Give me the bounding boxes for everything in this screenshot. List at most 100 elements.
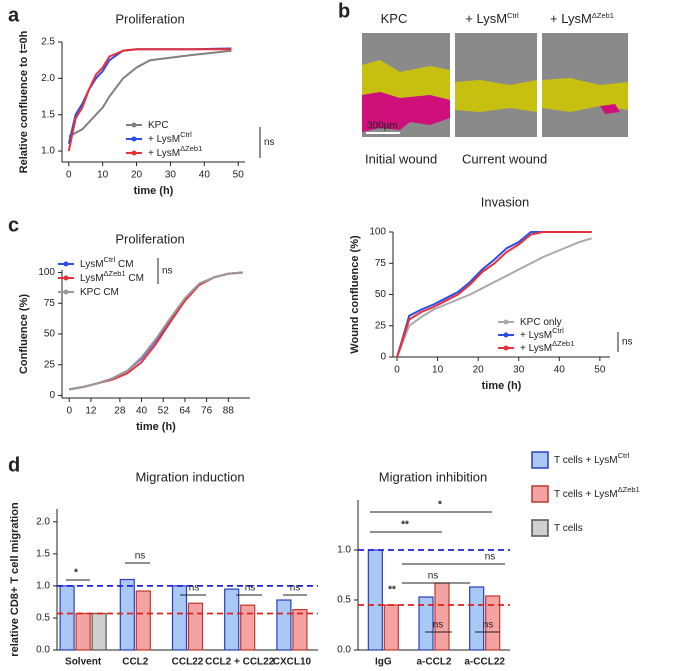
legend-swatch: [531, 485, 549, 503]
text-part: + LysM: [520, 343, 552, 354]
legend-swatch: [131, 122, 137, 128]
y-axis-label: Confluence (%): [18, 294, 30, 374]
column-label: + LysMΔZeb1: [550, 11, 614, 26]
annotation: ns: [162, 266, 173, 277]
text-part: + LysM: [550, 11, 592, 26]
legend-label: T cells + LysMCtrl: [554, 451, 630, 466]
text-part: KPC: [381, 11, 408, 26]
series-line: [396, 237, 592, 358]
column-label: + LysMCtrl: [465, 11, 519, 26]
y-tick-label: 2.5: [41, 37, 55, 48]
y-tick-label: 0: [49, 390, 55, 401]
current-wound: [600, 104, 620, 114]
text-part: ΔZeb1: [180, 144, 202, 153]
initial-wound: [455, 80, 537, 112]
text-part: T cells + LysM: [554, 455, 618, 466]
legend-swatch: [531, 519, 549, 537]
x-axis-label: time (h): [482, 380, 522, 392]
series-line: [68, 49, 232, 138]
panel-label: c: [8, 214, 19, 236]
legend-swatch: [63, 261, 69, 267]
text-part: + LysM: [465, 11, 507, 26]
y-axis-label: relative CD8+ T cell migration: [9, 502, 21, 657]
initial-wound: [362, 60, 450, 100]
bar: [75, 612, 91, 651]
x-axis-label: time (h): [136, 421, 176, 433]
text-part: Ctrl: [552, 326, 564, 335]
x-tick-label: 0: [66, 406, 72, 417]
current-wound: [362, 92, 450, 132]
text-part: CM: [126, 273, 144, 284]
x-tick-label: 10: [432, 365, 444, 376]
legend-swatch: [531, 451, 549, 469]
x-tick-label: 76: [201, 406, 213, 417]
x-tick-label: 20: [131, 170, 143, 181]
text-part: KPC: [148, 120, 169, 131]
text-part: LysM: [80, 259, 104, 270]
panel-label: d: [8, 454, 20, 476]
text-part: KPC CM: [80, 287, 119, 298]
legend-label: + LysMCtrl: [520, 326, 564, 341]
column-label: KPC: [381, 11, 408, 26]
x-tick-label: CXCL10: [273, 657, 312, 668]
legend-label: LysMCtrl CM: [80, 255, 134, 270]
annotation: *: [74, 568, 78, 579]
y-tick-label: 75: [44, 298, 56, 309]
y-tick-label: 1.0: [36, 581, 50, 592]
annotation: ns: [428, 571, 439, 582]
annotation: ns: [622, 337, 633, 348]
text-part: CM: [115, 259, 133, 270]
y-tick-label: 1.0: [337, 545, 351, 556]
legend-label: + LysMΔZeb1: [148, 144, 202, 159]
panel-label: a: [8, 4, 20, 26]
bar: [135, 590, 151, 651]
x-tick-label: 12: [85, 406, 97, 417]
text-part: T cells: [554, 523, 583, 534]
chart-title: Migration induction: [135, 469, 244, 484]
series-line: [396, 231, 592, 358]
bar: [367, 549, 383, 651]
legend-swatch: [503, 319, 509, 325]
y-tick-label: 1.0: [41, 146, 55, 157]
text-part: + LysM: [148, 134, 180, 145]
annotation: ns: [485, 552, 496, 563]
bar: [187, 602, 204, 651]
x-tick-label: 52: [158, 406, 170, 417]
x-tick-label: a-CCL2: [416, 657, 451, 668]
chart-title: Proliferation: [115, 231, 184, 246]
text-part: Ctrl: [618, 451, 630, 460]
legend-label: KPC only: [520, 317, 562, 328]
legend-label: KPC CM: [80, 287, 119, 298]
y-tick-label: 0.0: [337, 645, 351, 656]
legend-label: KPC: [148, 120, 169, 131]
y-tick-label: 50: [44, 329, 56, 340]
legend-label: LysMΔZeb1 CM: [80, 269, 144, 284]
y-axis-label: Relative confluence to t=0h: [18, 30, 30, 173]
y-tick-label: 75: [375, 258, 387, 269]
series-line: [69, 271, 243, 391]
annotation: *: [438, 500, 442, 511]
x-tick-label: a-CCL22: [464, 657, 505, 668]
image-legend: Current wound: [462, 151, 547, 166]
x-axis-label: time (h): [134, 185, 174, 197]
y-tick-label: 2.0: [36, 516, 50, 527]
x-tick-label: IgG: [375, 657, 392, 668]
scale-bar-label: 300µm: [367, 121, 398, 132]
legend-swatch: [63, 275, 69, 281]
y-tick-label: 0.0: [36, 645, 50, 656]
y-tick-label: 100: [369, 227, 386, 238]
x-tick-label: CCL2 + CCL22: [205, 657, 275, 668]
microscopy-images: [362, 33, 628, 137]
legend-swatch: [131, 136, 137, 142]
y-tick-label: 1.5: [36, 549, 50, 560]
chart-title: Invasion: [481, 194, 529, 209]
legend-label: T cells: [554, 523, 583, 534]
x-tick-label: 40: [554, 365, 566, 376]
legend-swatch: [503, 345, 509, 351]
bar: [224, 588, 240, 651]
annotation: ns: [189, 583, 200, 594]
x-tick-label: 50: [233, 170, 245, 181]
bar: [434, 582, 450, 651]
series-line: [67, 48, 232, 152]
x-tick-label: CCL2: [122, 657, 149, 668]
